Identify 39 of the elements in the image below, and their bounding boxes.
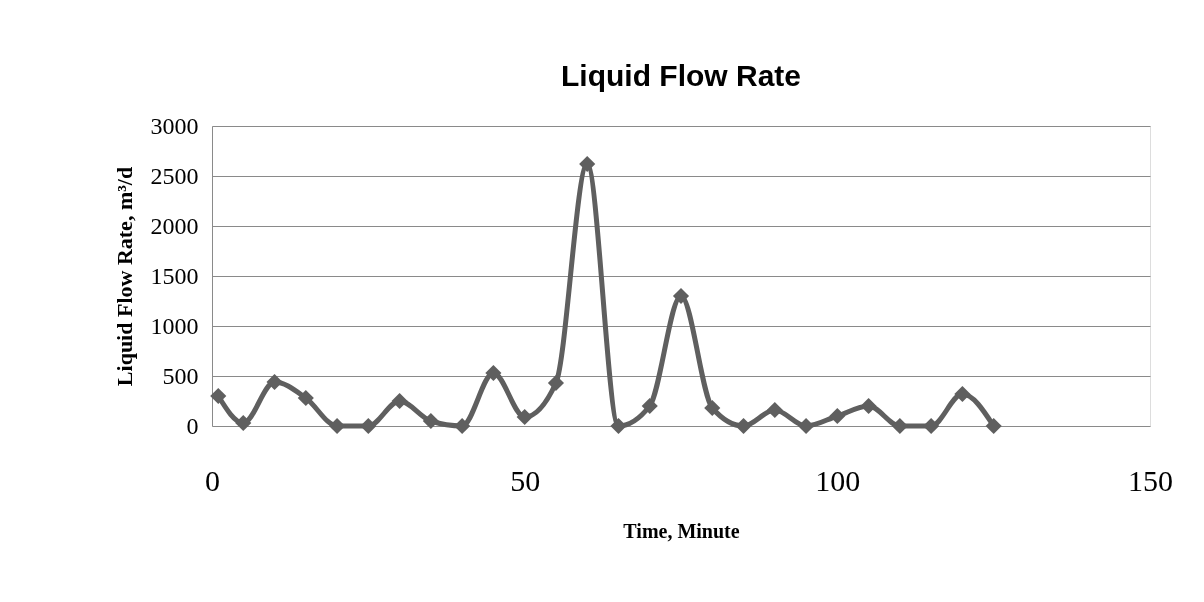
y-tick-label: 2500 [150,162,199,189]
x-tick-label: 100 [815,463,861,497]
point [798,417,815,435]
x-tick-label: 0 [205,463,220,497]
point [485,364,502,382]
y-tick-label: 1500 [150,262,199,289]
x-tick-label: 50 [510,463,541,497]
point [860,397,877,415]
point [641,397,658,415]
point [954,385,971,403]
y-tick-label: 2000 [150,212,199,239]
point [829,407,846,425]
y-tick-label: 500 [162,362,199,389]
point [297,389,314,407]
point [985,417,1002,435]
point [579,155,596,173]
y-axis-title: Liquid Flow Rate, m³/d [111,166,137,387]
point [454,417,471,435]
point [516,408,533,426]
point [266,373,283,391]
point [235,414,252,432]
x-tick-label: 150 [1128,463,1173,497]
point [672,287,690,305]
chart-title: Liquid Flow Rate [561,59,801,92]
point [210,387,227,405]
point [391,392,408,410]
x-axis-title: Time, Minute [623,519,740,542]
point [547,374,564,392]
y-tick-label: 0 [186,412,199,439]
point [610,417,627,435]
point [704,399,721,417]
point [735,417,752,435]
y-tick-label: 1000 [150,312,199,339]
point [891,417,908,435]
y-tick-label: 3000 [150,112,199,139]
point [923,417,940,435]
point [766,401,783,419]
point [360,417,377,435]
point [422,412,439,430]
